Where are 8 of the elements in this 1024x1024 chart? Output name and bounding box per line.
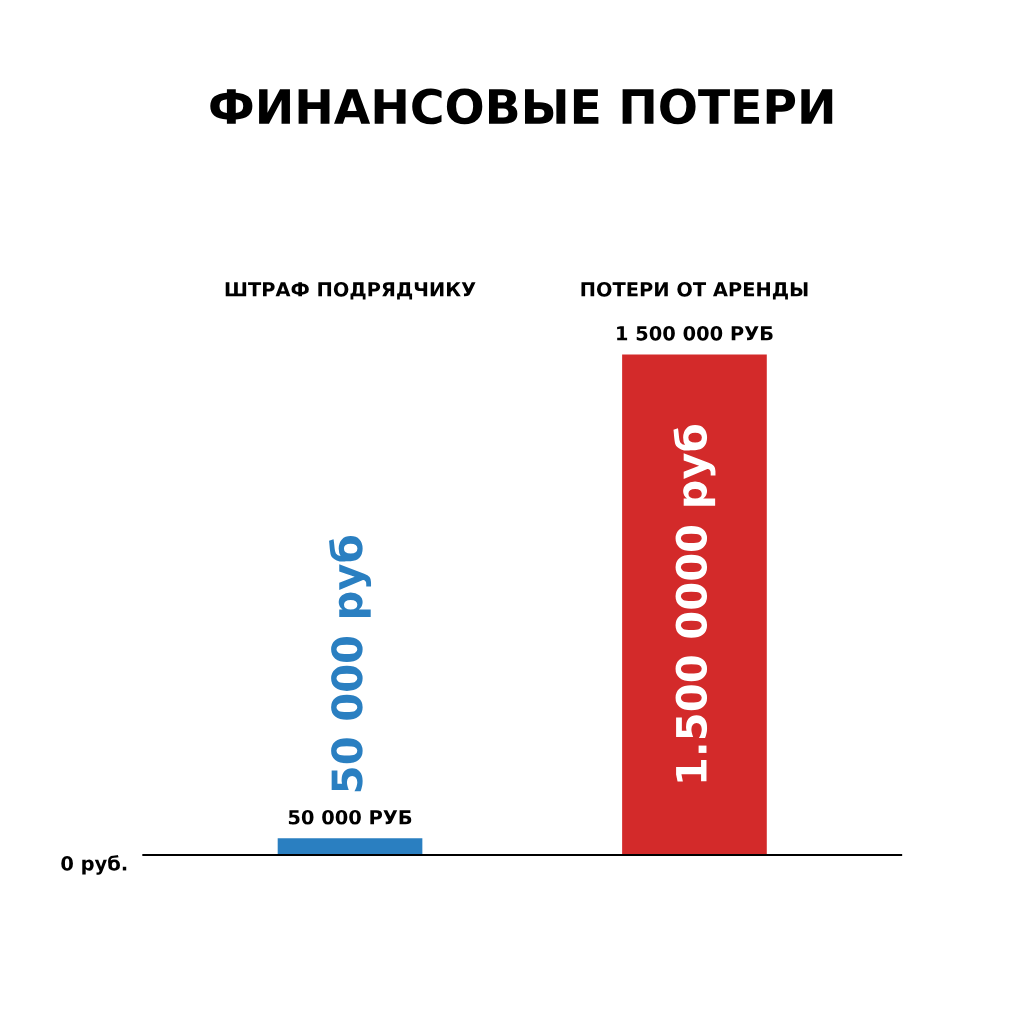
text: 0 руб. <box>61 855 127 875</box>
x-tick-label: ШТРАФ ПОДРЯДЧИКУ <box>225 281 476 300</box>
data-label: 50 000 РУБ <box>288 809 412 825</box>
annotation: 1.500 0000 руб <box>673 425 716 782</box>
data-label: 1 500 000 РУБ <box>617 325 773 341</box>
chart-title: ФИНАНСОВЫЕ ПОТЕРИ <box>210 88 833 125</box>
x-tick-label: ПОТЕРИ ОТ АРЕНДЫ <box>581 281 808 300</box>
annotation: 50 000 руб <box>329 536 372 792</box>
